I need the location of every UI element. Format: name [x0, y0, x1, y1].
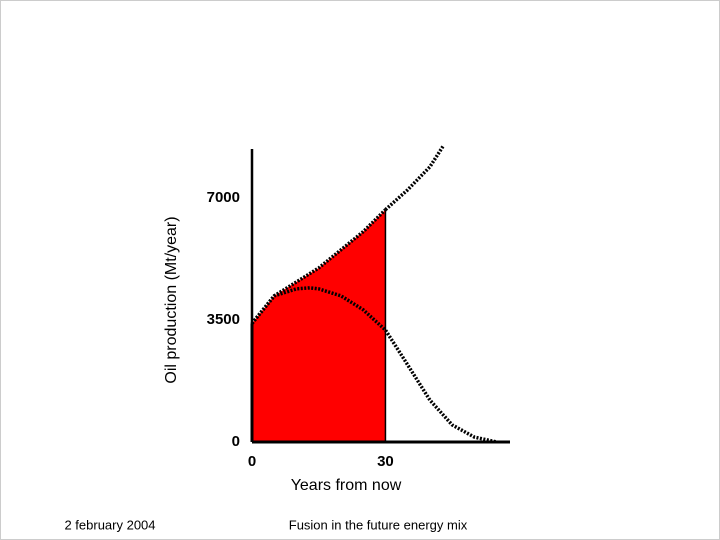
y-tick-label: 3500 — [207, 311, 240, 328]
footer-title: Fusion in the future energy mix — [289, 517, 468, 532]
line — [250, 286, 498, 444]
y-tick-label: 0 — [232, 433, 240, 450]
area — [252, 209, 386, 442]
line — [384, 144, 445, 211]
footer-date: 2 february 2004 — [64, 517, 155, 532]
x-tick-label: 30 — [377, 453, 394, 470]
y-tick-label: 7000 — [207, 189, 240, 206]
x-axis-label: Years from now — [291, 477, 402, 494]
x-tick-label: 0 — [248, 453, 256, 470]
y-axis-label: Oil production (Mt/year) — [163, 216, 180, 383]
